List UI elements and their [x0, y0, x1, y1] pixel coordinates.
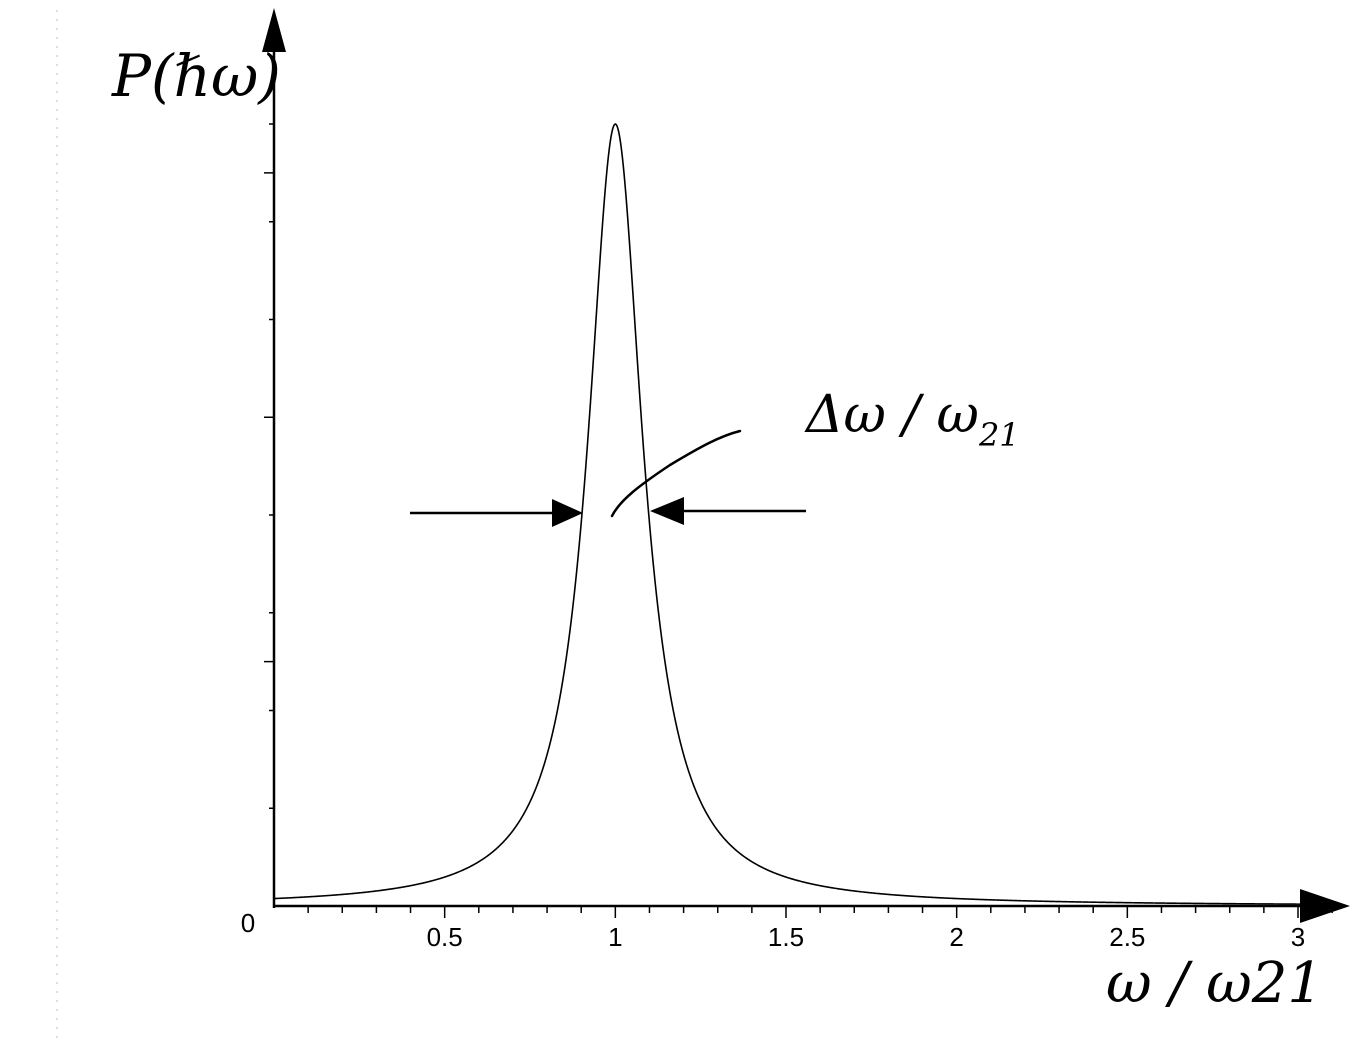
half-width-arrows [410, 429, 806, 527]
leader-line [610, 429, 742, 518]
x-tick-label: 1 [608, 922, 622, 952]
x-axis-label: ω / ω21 [1106, 951, 1323, 1016]
annotation-label: Δω / ω21 [804, 385, 1020, 454]
x-tick-label: 3 [1291, 922, 1305, 952]
x-tick-label: 2.5 [1109, 922, 1145, 952]
y-ticks [264, 123, 274, 809]
right-arrow-head-icon [650, 497, 684, 525]
x-tick-label: 0.5 [427, 922, 463, 952]
x-tick-labels: 0.5 1 1.5 2 2.5 3 [427, 922, 1306, 952]
annotation-subscript: 21 [978, 416, 1020, 454]
origin-label: 0 [241, 908, 255, 938]
annotation-main: Δω / ω [804, 385, 979, 445]
y-axis-arrow-icon [262, 8, 286, 52]
x-ticks [307, 906, 1333, 918]
series-line [273, 123, 1333, 906]
left-arrow-head-icon [552, 499, 583, 527]
y-axis-label: P(ℏω) [111, 42, 281, 110]
x-tick-label: 1.5 [768, 922, 804, 952]
x-axis-arrow-icon [1300, 889, 1350, 923]
x-tick-label: 2 [949, 922, 963, 952]
